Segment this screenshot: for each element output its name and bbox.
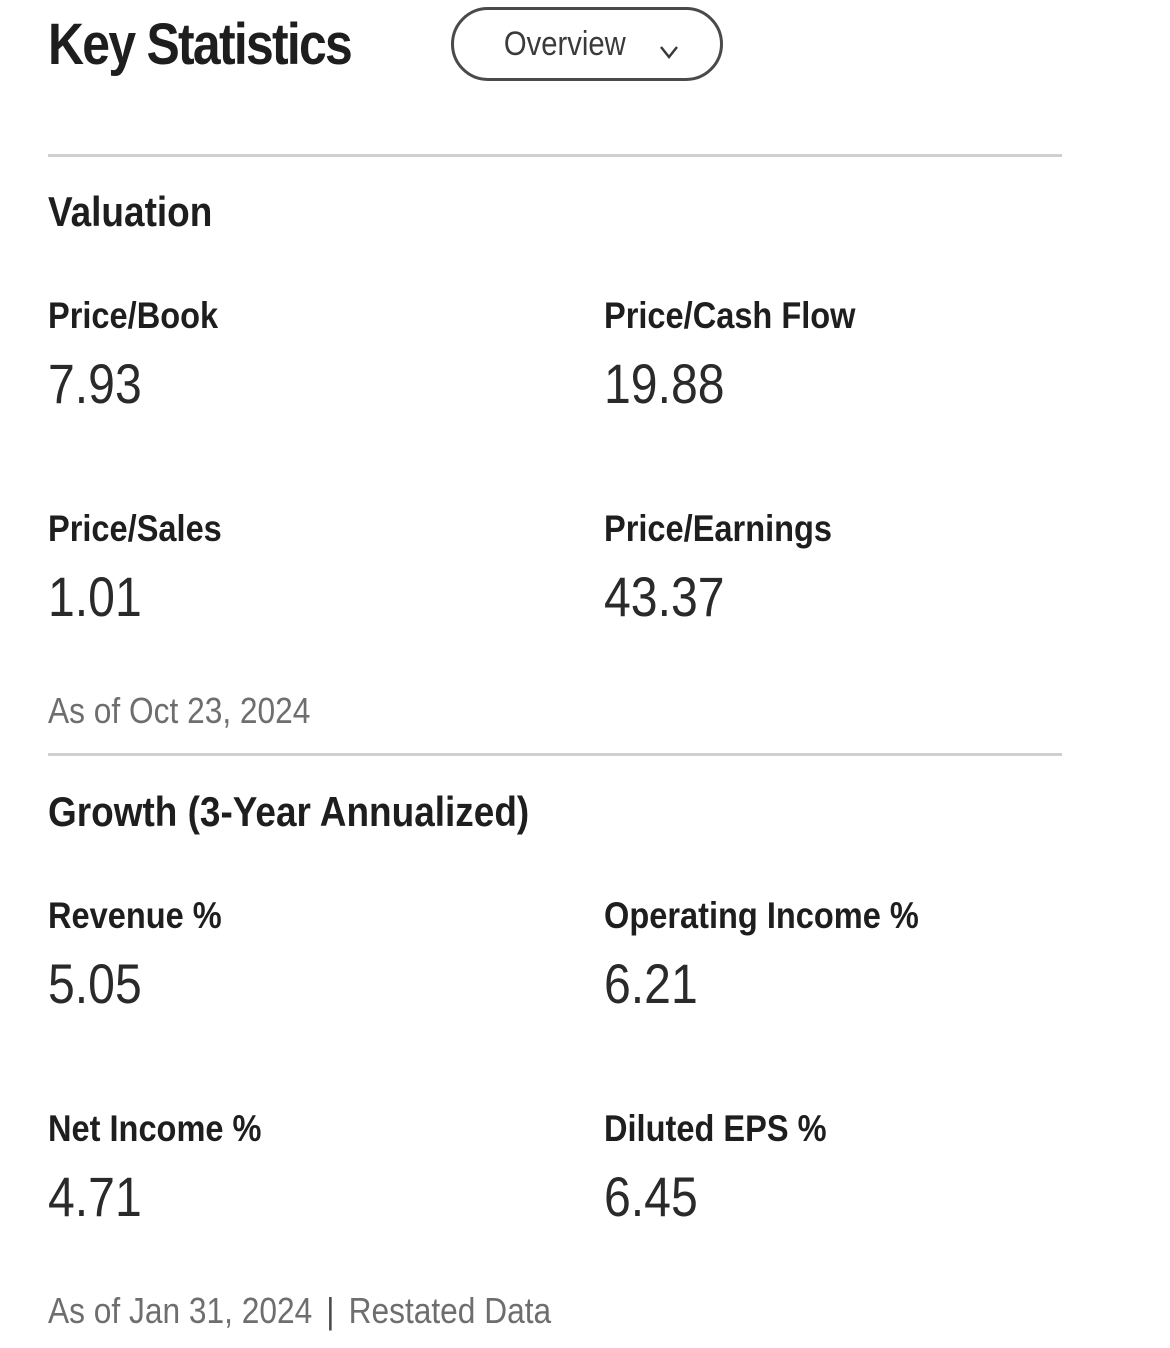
section-title-valuation: Valuation <box>48 188 213 235</box>
page-title: Key Statistics <box>48 11 353 77</box>
divider-middle <box>48 753 1062 756</box>
stat-label: Net Income % <box>48 1108 262 1149</box>
stat-value: 4.71 <box>48 1165 142 1228</box>
stat-value: 5.05 <box>48 952 142 1015</box>
stat-price-cash-flow: Price/Cash Flow 19.88 <box>604 295 1124 416</box>
stat-label: Diluted EPS % <box>604 1108 827 1149</box>
stat-label: Price/Earnings <box>604 508 833 549</box>
header: Key Statistics Overview <box>48 4 723 84</box>
valuation-as-of: As of Oct 23, 2024 <box>48 690 311 731</box>
divider-top <box>48 154 1062 157</box>
growth-as-of: As of Jan 31, 2024 | Restated Data <box>48 1290 551 1332</box>
stat-value: 6.45 <box>604 1165 698 1228</box>
stat-label: Price/Book <box>48 295 219 336</box>
stat-net-income: Net Income % 4.71 <box>48 1108 568 1229</box>
section-title-growth: Growth (3-Year Annualized) <box>48 788 530 835</box>
stat-price-earnings: Price/Earnings 43.37 <box>604 508 1124 629</box>
chevron-down-icon <box>658 33 680 60</box>
growth-as-of-date: As of Jan 31, 2024 <box>48 1290 313 1331</box>
stat-value: 1.01 <box>48 565 142 628</box>
stat-label: Price/Cash Flow <box>604 295 856 336</box>
overview-dropdown[interactable]: Overview <box>451 7 723 81</box>
footnote-separator: | <box>326 1290 335 1331</box>
stat-price-sales: Price/Sales 1.01 <box>48 508 568 629</box>
stat-operating-income: Operating Income % 6.21 <box>604 895 1124 1016</box>
stat-revenue: Revenue % 5.05 <box>48 895 568 1016</box>
restated-data-note: Restated Data <box>348 1290 552 1331</box>
stat-price-book: Price/Book 7.93 <box>48 295 568 416</box>
stat-label: Revenue % <box>48 895 222 936</box>
stat-value: 6.21 <box>604 952 698 1015</box>
stat-label: Price/Sales <box>48 508 222 549</box>
dropdown-selected-label: Overview <box>504 24 626 63</box>
stat-diluted-eps: Diluted EPS % 6.45 <box>604 1108 1124 1229</box>
stat-value: 7.93 <box>48 352 142 415</box>
stat-value: 43.37 <box>604 565 725 628</box>
stat-label: Operating Income % <box>604 895 919 936</box>
stat-value: 19.88 <box>604 352 725 415</box>
